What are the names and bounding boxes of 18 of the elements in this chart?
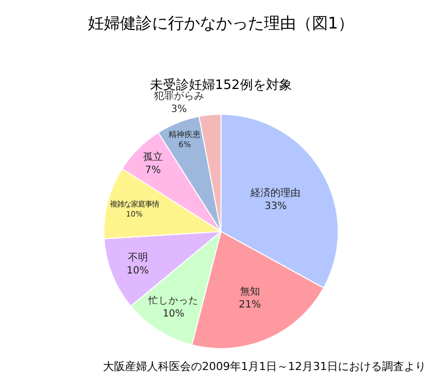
- chart-title: 妊婦健診に行かなかった理由（図1）: [88, 13, 354, 32]
- slice-label: 無知: [240, 286, 260, 298]
- text: 大阪産婦人科医会の2009年1月1日～12月31日における調査より: [103, 360, 426, 373]
- slice-label: 精神疾患: [168, 130, 201, 139]
- data-label: 7%: [145, 164, 161, 176]
- data-label: 33%: [264, 200, 287, 212]
- data-label: 10%: [162, 308, 184, 320]
- slice-label: 経済的理由: [250, 186, 301, 199]
- slice-label: 不明: [128, 252, 148, 264]
- data-label: 6%: [178, 140, 191, 150]
- slice-label: 孤立: [142, 150, 163, 163]
- data-label: 21%: [238, 300, 261, 311]
- data-label: 10%: [126, 265, 149, 276]
- data-label: 3%: [171, 104, 187, 115]
- slice-label: 犯罪がらみ: [154, 90, 204, 102]
- data-label: 10%: [126, 209, 143, 218]
- slice-label: 忙しかった: [148, 294, 199, 307]
- slice-label: 複雑な家庭事情: [110, 200, 159, 209]
